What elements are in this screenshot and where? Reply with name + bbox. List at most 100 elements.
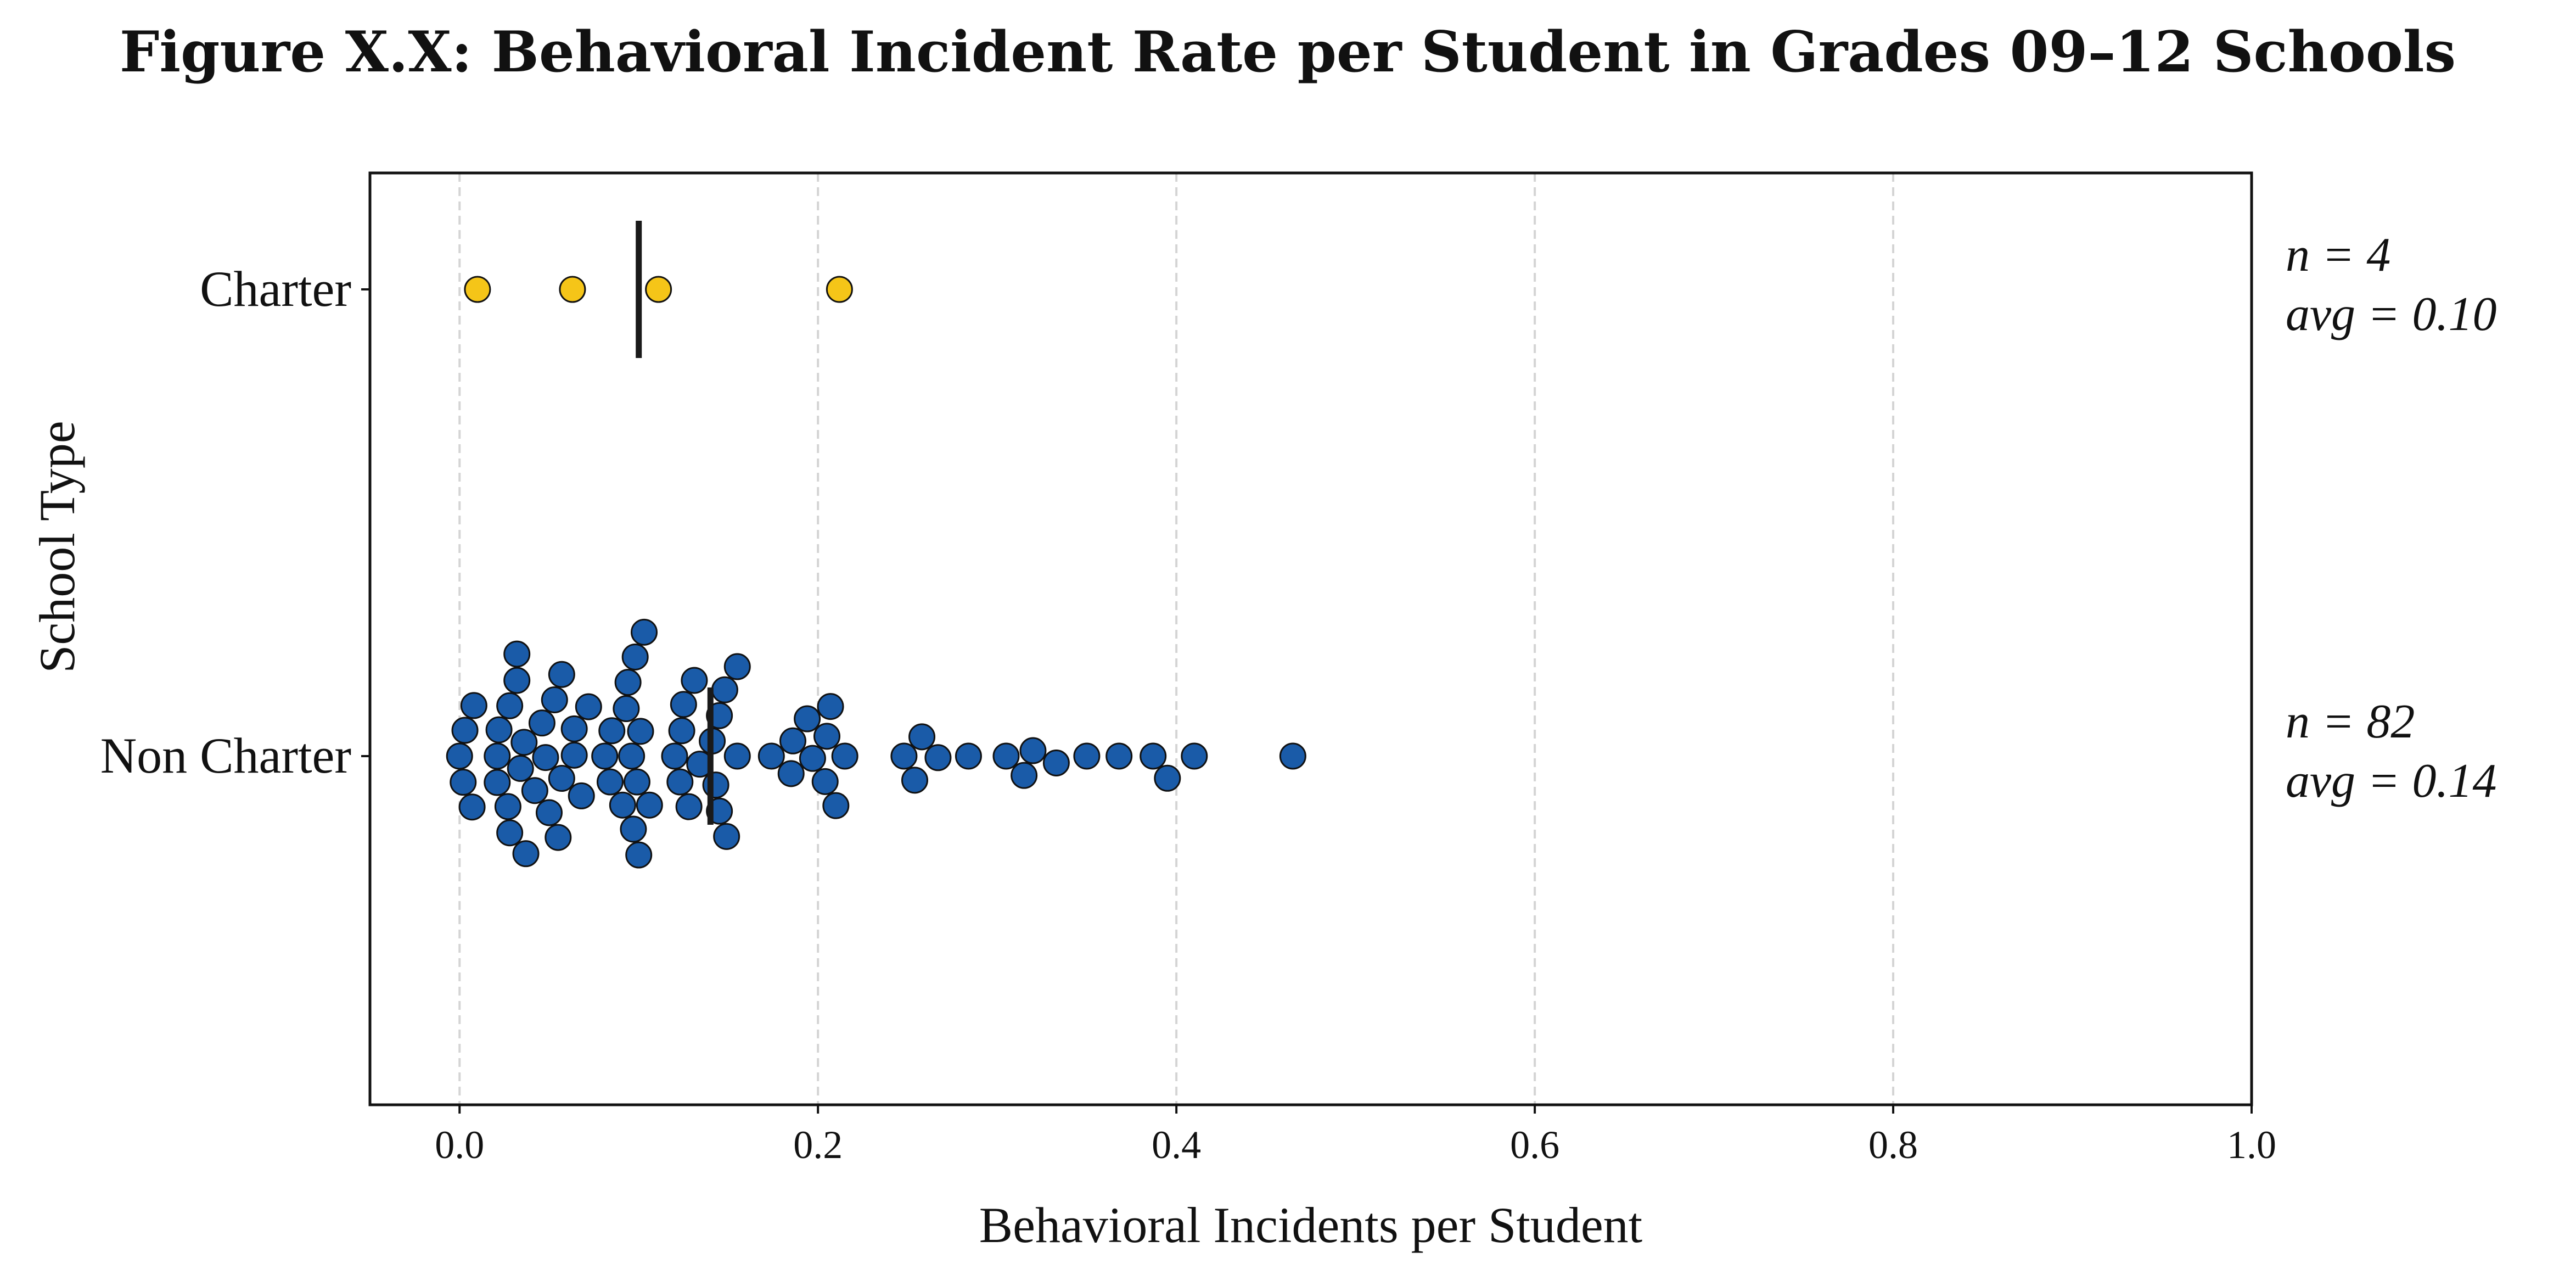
data-point bbox=[623, 768, 650, 796]
x-tick-label: 0.6 bbox=[1510, 1123, 1559, 1167]
data-point bbox=[777, 760, 805, 787]
data-point bbox=[1042, 749, 1070, 776]
data-point bbox=[723, 742, 751, 770]
data-point bbox=[512, 840, 540, 868]
data-point bbox=[670, 691, 697, 718]
grid-lines bbox=[458, 173, 2253, 1105]
y-tick-label: Charter bbox=[200, 261, 351, 317]
data-point bbox=[666, 768, 694, 796]
x-tick-label: 0.0 bbox=[435, 1123, 484, 1167]
annotation-line: avg = 0.14 bbox=[2286, 754, 2496, 808]
annotation-line: avg = 0.10 bbox=[2286, 288, 2496, 341]
data-point bbox=[1019, 737, 1047, 764]
x-tick-label: 0.8 bbox=[1868, 1123, 1918, 1167]
chart-title: Figure X.X: Behavioral Incident Rate per… bbox=[120, 19, 2456, 85]
data-point bbox=[532, 744, 559, 771]
data-point bbox=[901, 767, 928, 794]
data-point bbox=[826, 276, 853, 303]
data-point bbox=[618, 742, 646, 770]
data-point bbox=[908, 723, 936, 751]
data-point bbox=[645, 276, 672, 303]
data-point bbox=[924, 744, 952, 771]
data-point bbox=[1011, 762, 1038, 789]
series-charter bbox=[464, 276, 853, 303]
data-point bbox=[621, 643, 649, 670]
data-point bbox=[541, 686, 568, 713]
plot-frame bbox=[368, 171, 2253, 1106]
data-point bbox=[521, 777, 548, 804]
data-point bbox=[681, 667, 708, 694]
data-points bbox=[446, 276, 1306, 869]
data-point bbox=[799, 745, 826, 772]
annotation-line: n = 82 bbox=[2286, 695, 2415, 748]
data-point bbox=[890, 742, 918, 770]
data-point bbox=[625, 841, 653, 869]
data-point bbox=[503, 667, 531, 694]
x-tick-label: 1.0 bbox=[2227, 1123, 2276, 1167]
group-annotations: n = 4 avg = 0.10 n = 82 avg = 0.14 bbox=[2286, 228, 2496, 808]
data-point bbox=[817, 693, 844, 720]
x-tick-label: 0.2 bbox=[793, 1123, 843, 1167]
data-point bbox=[779, 727, 806, 754]
data-point bbox=[609, 791, 636, 819]
data-point bbox=[613, 695, 640, 723]
series-non-charter bbox=[446, 618, 1306, 869]
data-point bbox=[485, 716, 513, 743]
data-point bbox=[620, 815, 647, 843]
data-point bbox=[548, 661, 575, 688]
data-point bbox=[450, 769, 477, 796]
data-point bbox=[535, 799, 563, 826]
data-point bbox=[503, 640, 531, 668]
data-point bbox=[723, 653, 751, 680]
data-point bbox=[1140, 742, 1167, 770]
data-point bbox=[460, 692, 487, 719]
y-axis: Charter Non Charter bbox=[100, 261, 370, 784]
data-point bbox=[614, 669, 642, 696]
data-point bbox=[494, 793, 521, 820]
data-point bbox=[757, 742, 785, 770]
y-tick-label: Non Charter bbox=[100, 728, 351, 784]
data-point bbox=[446, 742, 473, 770]
data-point bbox=[702, 771, 729, 799]
data-point bbox=[713, 823, 740, 850]
data-point bbox=[507, 754, 534, 782]
data-point bbox=[661, 742, 688, 770]
data-point bbox=[560, 715, 588, 742]
data-point bbox=[568, 782, 595, 809]
x-axis-label: Behavioral Incidents per Student bbox=[979, 1197, 1643, 1253]
data-point bbox=[559, 276, 586, 303]
x-axis: 0.0 0.2 0.4 0.6 0.8 1.0 bbox=[435, 1105, 2276, 1167]
data-point bbox=[496, 819, 524, 847]
y-axis-label: School Type bbox=[29, 421, 85, 673]
data-point bbox=[1073, 742, 1101, 770]
data-point bbox=[813, 723, 841, 750]
annotation-line: n = 4 bbox=[2286, 228, 2390, 282]
data-point bbox=[451, 717, 479, 744]
data-point bbox=[591, 742, 619, 770]
data-point bbox=[510, 729, 538, 756]
data-point bbox=[1181, 742, 1208, 770]
data-point bbox=[598, 717, 626, 745]
data-point bbox=[484, 742, 511, 770]
data-point bbox=[992, 742, 1020, 770]
data-point bbox=[484, 769, 511, 796]
data-point bbox=[631, 618, 658, 646]
data-point bbox=[1279, 742, 1306, 770]
data-point bbox=[528, 709, 555, 737]
data-point bbox=[831, 742, 858, 770]
data-point bbox=[575, 693, 602, 720]
data-point bbox=[668, 717, 695, 745]
data-point bbox=[464, 276, 491, 303]
data-point bbox=[596, 768, 624, 796]
data-point bbox=[548, 765, 575, 792]
data-point bbox=[711, 676, 738, 703]
data-point bbox=[636, 791, 663, 819]
data-point bbox=[560, 741, 588, 769]
x-tick-label: 0.4 bbox=[1152, 1123, 1201, 1167]
data-point bbox=[822, 792, 850, 819]
data-point bbox=[955, 742, 982, 770]
data-point bbox=[1154, 764, 1181, 792]
data-point bbox=[496, 692, 524, 719]
mean-markers bbox=[636, 221, 714, 825]
